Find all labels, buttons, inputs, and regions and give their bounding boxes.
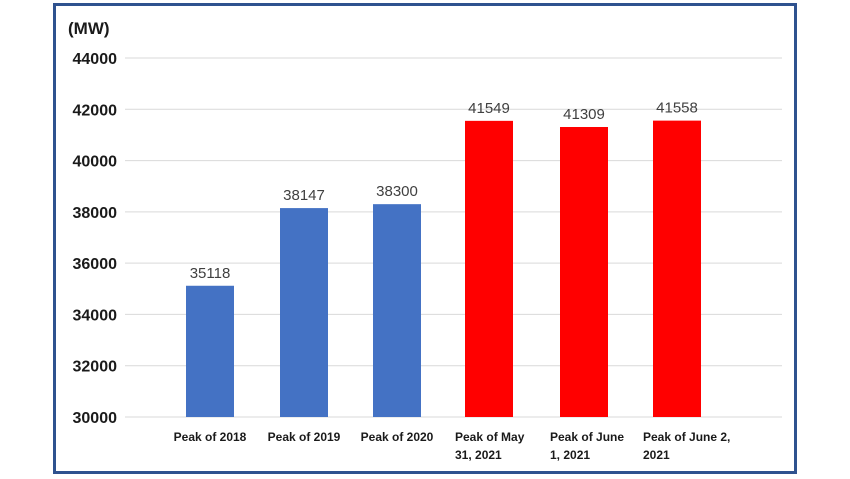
x-axis-label-line: 1, 2021 [550, 448, 590, 462]
x-axis-label-line: Peak of June [550, 430, 624, 444]
y-tick-label: 40000 [73, 154, 118, 171]
y-tick-label: 44000 [73, 51, 118, 68]
x-axis-label-line: Peak of June 2, [643, 430, 730, 444]
x-axis-label-line: Peak of 2018 [174, 430, 247, 444]
data-label: 38147 [283, 187, 325, 204]
data-label: 38300 [376, 183, 418, 200]
bar [560, 127, 608, 417]
bars [186, 120, 701, 417]
x-axis-labels: Peak of 2018 Peak of 2019 Peak of 2020 Peak… [174, 430, 731, 462]
x-axis-label-line: Peak of 2019 [268, 430, 341, 444]
x-axis-label: Peak of May 31, 2021 [455, 430, 525, 462]
unit-label: (MW) [68, 19, 110, 38]
bar [186, 285, 234, 417]
y-tick-label: 36000 [73, 256, 118, 273]
x-axis-label: Peak of 2018 [174, 430, 247, 444]
y-axis-ticks: 30000 32000 34000 36000 38000 40000 42000 44000 [73, 51, 118, 427]
bar [280, 208, 328, 417]
y-tick-label: 34000 [73, 307, 118, 324]
x-axis-label: Peak of June 2, 2021 [643, 430, 730, 462]
x-axis-label-line: 2021 [643, 448, 670, 462]
x-axis-label-line: 31, 2021 [455, 448, 502, 462]
x-axis-label: Peak of June 1, 2021 [550, 430, 624, 462]
x-axis-label-line: Peak of 2020 [361, 430, 434, 444]
bar [373, 204, 421, 417]
x-axis-label-line: Peak of May [455, 430, 525, 444]
bar [465, 120, 513, 417]
data-label: 41309 [563, 106, 605, 123]
bar [653, 120, 701, 417]
data-label: 35118 [190, 265, 231, 282]
data-label: 41558 [656, 100, 698, 117]
y-tick-label: 30000 [73, 410, 118, 427]
data-label: 41549 [468, 100, 510, 117]
x-axis-label: Peak of 2020 [361, 430, 434, 444]
y-tick-label: 42000 [73, 102, 118, 119]
y-tick-label: 38000 [73, 205, 118, 222]
y-tick-label: 32000 [73, 359, 118, 376]
x-axis-label: Peak of 2019 [268, 430, 341, 444]
data-labels: 35118 38147 38300 41549 41309 41558 [190, 100, 698, 282]
